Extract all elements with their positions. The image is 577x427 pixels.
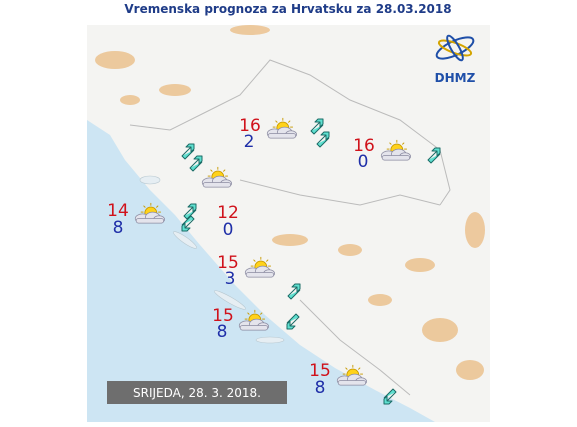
temp-max: 14 [107,201,129,221]
temp-max: 15 [217,253,239,273]
logo: DHMZ [435,34,476,85]
temp-max: 16 [353,136,375,156]
temp-min: 8 [217,322,228,342]
temp-min: 0 [358,152,369,172]
temp-max: 16 [239,116,261,136]
temp-min: 8 [113,218,124,238]
date-label: SRIJEDA, 28. 3. 2018. [133,386,261,400]
temp-max: 15 [212,306,234,326]
map [87,25,490,422]
temp-max: 15 [309,361,331,381]
temp-max: 12 [217,203,239,223]
sea [87,120,435,422]
temp-min: 2 [244,132,255,152]
temp-min: 0 [223,220,234,240]
date-box: SRIJEDA, 28. 3. 2018. [107,381,287,404]
temp-min: 8 [315,378,326,398]
title: Vremenska prognoza za Hrvatsku za 28.03.… [124,2,451,16]
temp-min: 3 [225,269,236,289]
logo-text: DHMZ [435,71,476,85]
temperatures: 16 2 16 0 14 8 12 0 15 3 15 8 15 8 [107,116,375,398]
